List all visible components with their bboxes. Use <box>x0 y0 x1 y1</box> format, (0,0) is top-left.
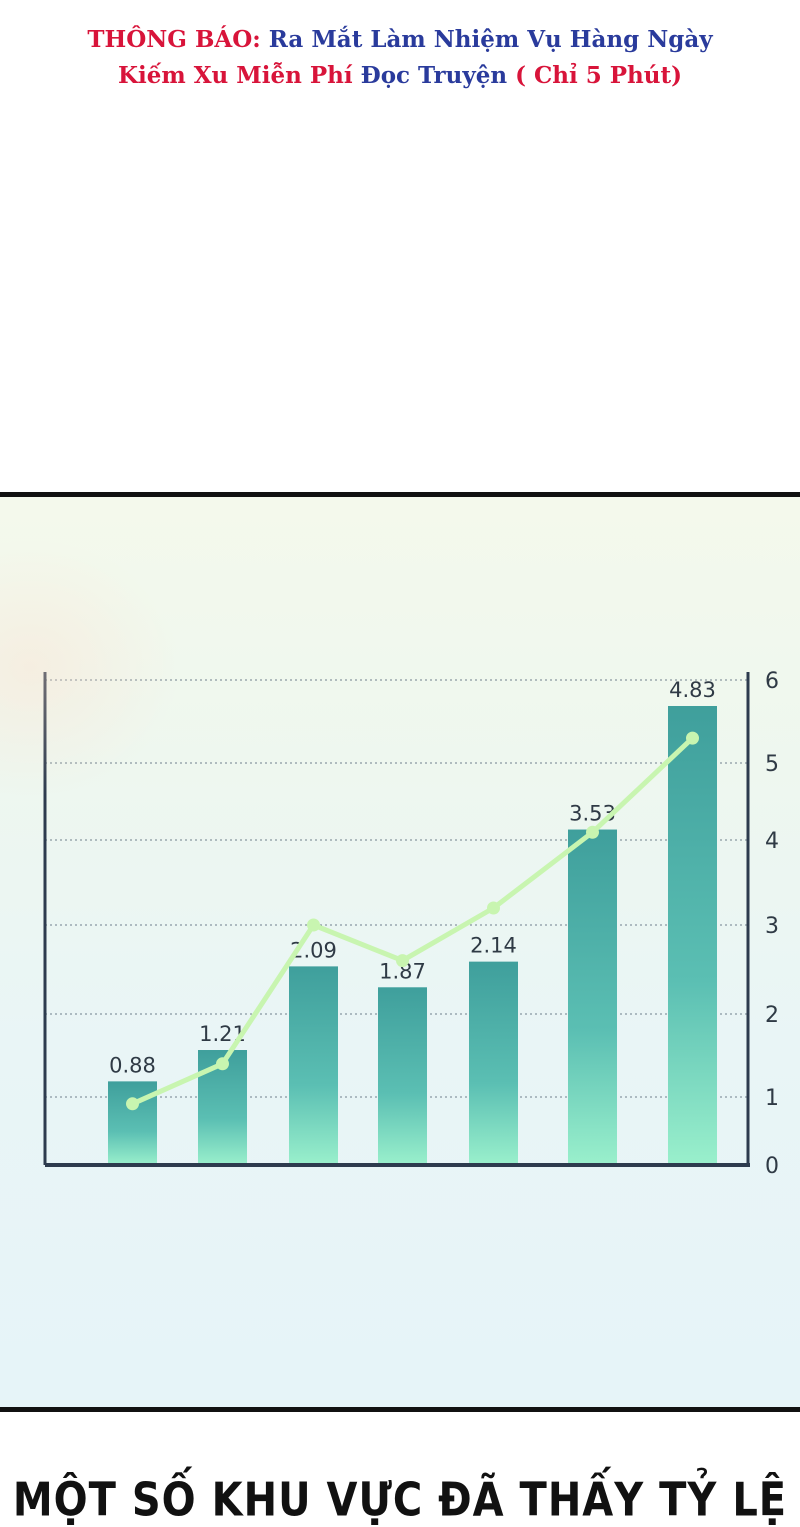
bar-value-labels: 0.881.212.091.872.143.534.83 <box>109 678 716 1077</box>
notice-banner[interactable]: THÔNG BÁO: Ra Mắt Làm Nhiệm Vụ Hàng Ngày… <box>0 22 800 94</box>
caption-text: MỘT SỐ KHU VỰC ĐÃ THẤY TỶ LỆ <box>12 1474 788 1527</box>
y-tick-label: 3 <box>765 914 779 939</box>
trend-point <box>126 1097 139 1111</box>
notice-line-2: Kiếm Xu Miễn Phí Đọc Truyện ( Chỉ 5 Phút… <box>0 58 800 94</box>
notice-label: THÔNG BÁO: <box>87 26 261 53</box>
bar <box>378 987 427 1165</box>
trend-point <box>487 901 500 915</box>
bar-value-label: 4.83 <box>669 678 716 702</box>
bar-value-label: 0.88 <box>109 1053 156 1077</box>
notice-duration: ( Chỉ 5 Phút) <box>515 62 682 89</box>
trend-line <box>126 731 699 1111</box>
y-tick-label: 0 <box>765 1154 779 1179</box>
notice-earn-coins: Kiếm Xu Miễn Phí <box>117 62 353 89</box>
trend-point <box>586 825 599 839</box>
bar <box>668 706 717 1165</box>
y-tick-label: 1 <box>765 1086 779 1111</box>
trend-point <box>216 1057 229 1071</box>
bar <box>568 829 617 1165</box>
trend-point <box>396 954 409 968</box>
bar-value-label: 3.53 <box>569 802 616 826</box>
notice-line-1: THÔNG BÁO: Ra Mắt Làm Nhiệm Vụ Hàng Ngày <box>0 22 800 58</box>
y-tick-label: 5 <box>765 752 779 777</box>
bars <box>108 706 717 1165</box>
y-tick-label: 4 <box>765 829 779 854</box>
bar <box>289 966 338 1165</box>
trend-point <box>686 731 699 745</box>
y-tick-label: 6 <box>765 669 779 694</box>
bar-value-label: 2.14 <box>470 934 517 958</box>
bar <box>469 961 518 1165</box>
y-tick-labels: 0 1 2 3 4 5 6 <box>765 669 779 1179</box>
notice-read-story: Đọc Truyện <box>360 62 508 89</box>
trend-point <box>307 918 320 932</box>
notice-title: Ra Mắt Làm Nhiệm Vụ Hàng Ngày <box>268 26 713 53</box>
y-tick-label: 2 <box>765 1003 779 1028</box>
